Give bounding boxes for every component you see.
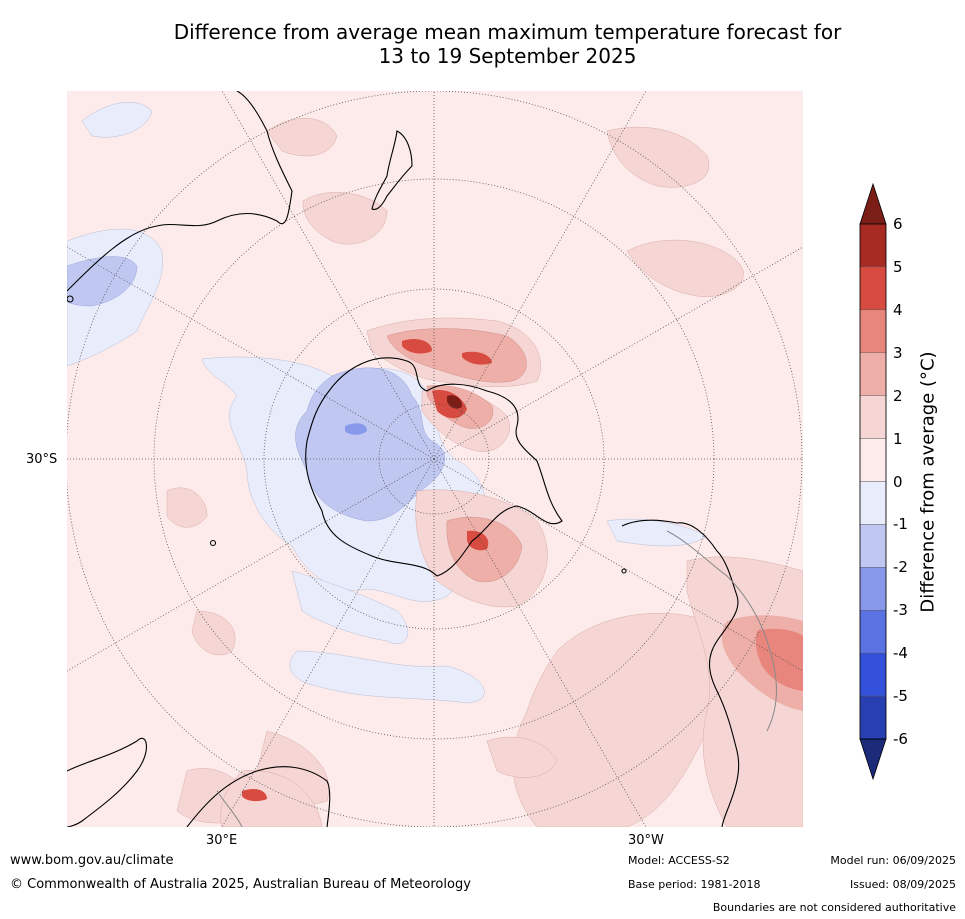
colorbar-bottom-arrow [859, 738, 887, 781]
colorbar [859, 182, 887, 781]
issued-text: Issued: 08/09/2025 [849, 878, 956, 891]
colorbar-tick-label: 1 [893, 429, 903, 448]
colorbar-band-3_4 [859, 309, 887, 353]
colorbar-tick-label: 3 [893, 343, 903, 362]
colorbar-top-arrow [859, 182, 887, 225]
website-link[interactable]: www.bom.gov.au/climate [10, 853, 174, 868]
colorbar-tick-label: 4 [893, 300, 903, 319]
colorbar-band-5_6 [859, 223, 887, 268]
colorbar-tick-label: 2 [893, 386, 903, 405]
longitude-label-30e: 30°E [206, 833, 238, 848]
meridian-lines [67, 91, 803, 827]
southern-africa-hot-spot [242, 788, 267, 802]
colorbar-tick-label: -3 [893, 601, 908, 620]
colorbar-band-2_3 [859, 352, 887, 396]
map-title: Difference from average mean maximum tem… [0, 20, 965, 68]
colorbar-bands [859, 223, 887, 740]
latitude-label-30s: 30°S [26, 452, 58, 467]
colorbar-band-m1_0 [859, 481, 887, 525]
colorbar-label: Difference from average (°C) [917, 351, 939, 613]
colorbar-band-m5_m4 [859, 652, 887, 697]
anomaly-plus6-spot [447, 395, 463, 409]
model-text: Model: ACCESS-S2 [628, 854, 730, 867]
colorbar-tick-label: -1 [893, 515, 908, 534]
colorbar-band-4_5 [859, 266, 887, 311]
disclaimer-text: Boundaries are not considered authoritat… [712, 901, 956, 914]
title-line-2: 13 to 19 September 2025 [378, 44, 637, 68]
colorbar-tick-label: 5 [893, 257, 903, 276]
map-svg [67, 91, 803, 827]
colorbar-band-m6_m5 [859, 695, 887, 740]
title-line-1: Difference from average mean maximum tem… [173, 20, 842, 44]
longitude-label-30w: 30°W [628, 833, 664, 848]
colorbar-band-0_1 [859, 438, 887, 482]
colorbar-tick-label: -2 [893, 558, 908, 577]
country-borders [216, 530, 777, 827]
colorbar-tick-label: 0 [893, 472, 903, 491]
colorbar-tick-label: -5 [893, 687, 908, 706]
colorbar-tick-label: 6 [893, 215, 903, 233]
colorbar-band-m3_m2 [859, 567, 887, 611]
model-run-text: Model run: 06/09/2025 [830, 854, 956, 867]
colorbar-tick-label: -6 [893, 730, 908, 748]
anomaly-minus3-spot [345, 423, 367, 435]
polar-map [67, 91, 803, 827]
coastlines [67, 91, 740, 827]
base-period-text: Base period: 1981-2018 [628, 878, 761, 891]
anomaly-minus2-regions [67, 256, 445, 522]
colorbar-band-1_2 [859, 395, 887, 439]
colorbar-band-m2_m1 [859, 524, 887, 568]
colorbar-tick-label: -4 [893, 644, 908, 663]
copyright-text: © Commonwealth of Australia 2025, Austra… [10, 877, 471, 892]
colorbar-band-m4_m3 [859, 610, 887, 654]
